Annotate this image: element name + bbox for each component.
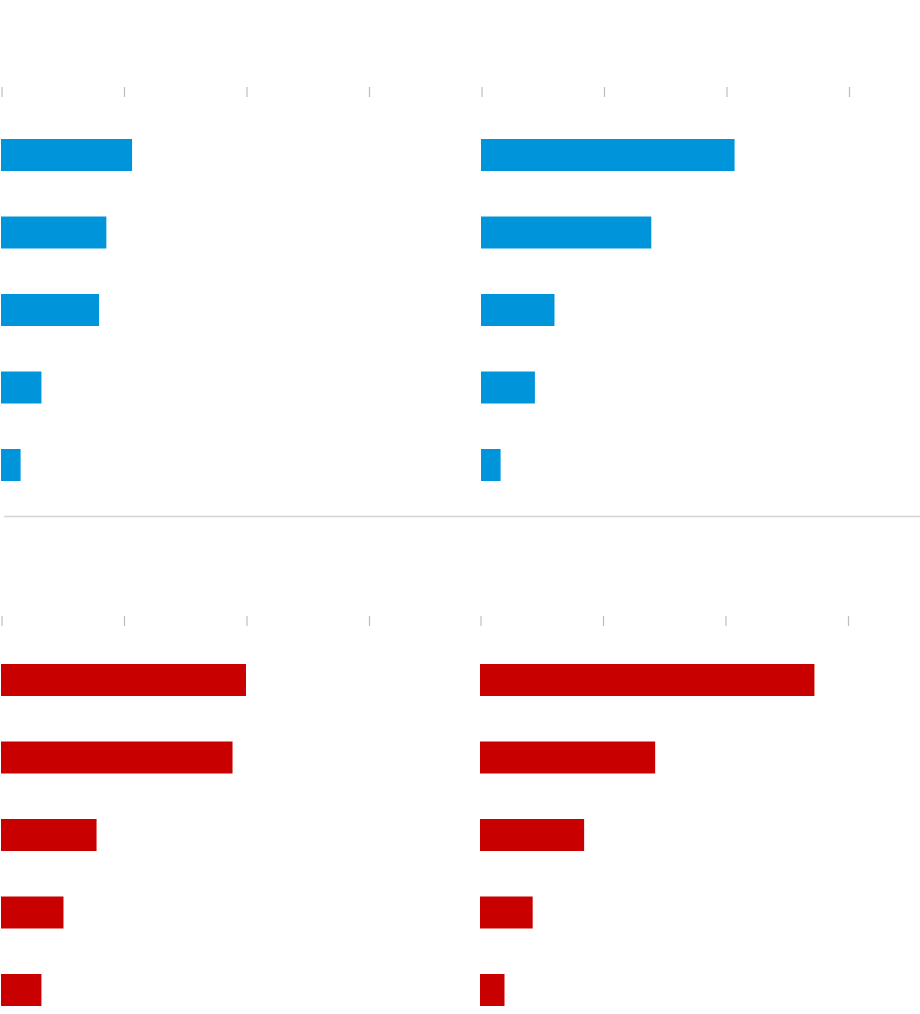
bar-bottom-right-2	[480, 819, 585, 851]
bar-bottom-left-0	[1, 664, 246, 696]
chart-panel-bottom-right	[480, 616, 850, 1006]
bar-bottom-left-1	[1, 741, 233, 774]
bar-top-right-0	[481, 139, 735, 171]
bar-top-right-2	[481, 294, 555, 326]
chart-panel-top-left	[1, 87, 371, 481]
chart-panel-bottom-left	[1, 616, 371, 1006]
bar-bottom-right-1	[480, 741, 656, 774]
bar-top-right-4	[481, 449, 501, 481]
bar-bottom-right-3	[480, 896, 533, 929]
bar-bottom-left-4	[1, 974, 42, 1006]
bar-bottom-left-2	[1, 819, 97, 851]
bar-top-left-4	[1, 449, 21, 481]
bar-top-left-1	[1, 216, 107, 249]
bar-bottom-right-0	[480, 664, 815, 696]
bar-bottom-left-3	[1, 896, 64, 929]
chart-panels	[1, 87, 851, 1006]
bar-top-right-1	[481, 216, 652, 249]
bar-top-left-0	[1, 139, 133, 171]
bar-top-right-3	[481, 371, 535, 404]
bar-bottom-right-4	[480, 974, 505, 1006]
bar-top-left-3	[1, 371, 42, 404]
bar-top-left-2	[1, 294, 99, 326]
chart-panel-top-right	[481, 87, 851, 481]
